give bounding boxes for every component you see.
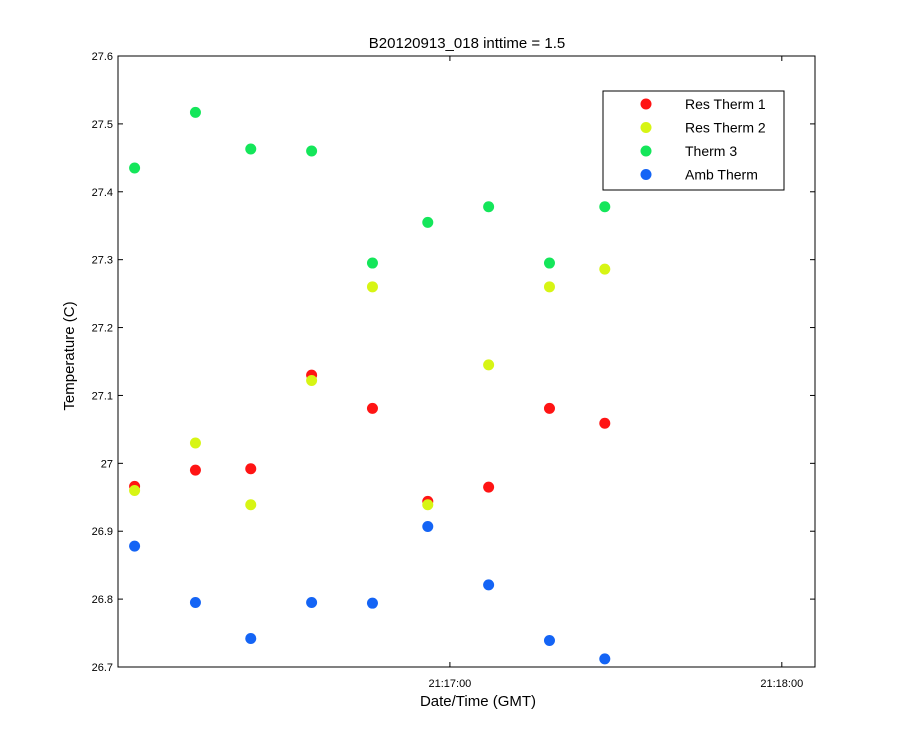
data-point	[189, 106, 201, 118]
data-point	[599, 417, 611, 429]
series-res-therm-2	[129, 263, 611, 511]
y-tick-label: 27.6	[92, 51, 113, 63]
y-axis-label: Temperature (C)	[61, 301, 78, 410]
y-tick-label: 27.1	[92, 390, 113, 402]
data-point	[189, 464, 201, 476]
data-point	[306, 145, 318, 157]
data-point	[599, 263, 611, 275]
legend-marker	[640, 145, 652, 157]
legend-marker	[640, 169, 652, 180]
data-point	[245, 499, 257, 511]
data-point	[306, 597, 318, 609]
data-point	[189, 597, 201, 609]
chart-title: B20120913_018 inttime = 1.5	[369, 35, 565, 52]
data-point	[422, 520, 434, 532]
data-point	[483, 481, 495, 493]
data-point	[366, 281, 378, 293]
data-point	[422, 499, 434, 511]
data-point	[599, 653, 611, 665]
data-point	[245, 632, 257, 644]
data-point	[422, 216, 434, 228]
data-point	[543, 281, 555, 293]
data-points	[129, 106, 611, 665]
x-axis: 21:17:00 21:18:00	[428, 56, 803, 690]
legend-marker	[640, 122, 652, 133]
legend-box	[602, 90, 785, 191]
data-point	[306, 375, 318, 387]
x-tick-label: 21:18:00	[760, 678, 803, 690]
x-axis-label: Date/Time (GMT)	[420, 693, 536, 710]
y-tick-label: 26.7	[92, 662, 113, 674]
data-point	[483, 201, 495, 213]
data-point	[366, 257, 378, 269]
data-point	[483, 359, 495, 371]
data-point	[599, 201, 611, 213]
legend-label: Therm 3	[685, 143, 737, 159]
y-tick-label: 27.5	[92, 119, 113, 131]
series-amb-therm	[129, 520, 611, 665]
data-point	[245, 143, 257, 155]
data-point	[543, 257, 555, 269]
y-tick-label: 27.4	[92, 187, 113, 199]
legend-label: Res Therm 1	[685, 96, 766, 112]
data-point	[483, 579, 495, 591]
data-point	[543, 635, 555, 647]
y-tick-label: 27.3	[92, 255, 113, 267]
y-tick-label: 27.2	[92, 323, 113, 335]
data-point	[245, 463, 257, 475]
y-tick-label: 26.8	[92, 594, 113, 606]
legend-marker	[640, 98, 652, 110]
data-point	[129, 162, 141, 174]
data-point	[189, 437, 201, 449]
legend-label: Amb Therm	[685, 167, 758, 183]
data-point	[129, 540, 141, 552]
data-point	[543, 402, 555, 414]
legend: Res Therm 1 Res Therm 2 Therm 3 Amb Therm	[602, 90, 785, 191]
data-point	[129, 484, 141, 496]
data-point	[366, 597, 378, 609]
series-therm-3	[129, 106, 611, 269]
y-tick-label: 27	[101, 458, 113, 470]
y-axis: 26.7 26.8 26.9 27 27.1 27.2 27.3 27.4 27.5 27.6	[92, 51, 815, 674]
x-tick-label: 21:17:00	[428, 678, 471, 690]
y-tick-label: 26.9	[92, 526, 113, 538]
data-point	[366, 402, 378, 414]
legend-label: Res Therm 2	[685, 120, 766, 136]
